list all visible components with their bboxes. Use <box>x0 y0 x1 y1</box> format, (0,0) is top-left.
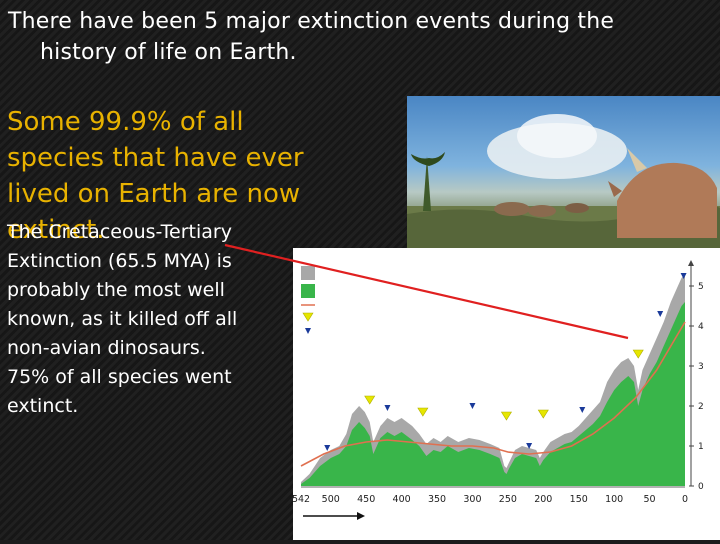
y-tick-label: 3 <box>698 362 704 372</box>
body-line: 75% of all species went <box>7 366 232 388</box>
time-direction-arrowhead <box>357 512 365 520</box>
body-line: non-avian dinosaurs. <box>7 337 206 359</box>
major-extinction-marker <box>632 349 644 359</box>
x-tick-label: 200 <box>534 494 552 505</box>
body-line: known, as it killed off all <box>7 308 238 330</box>
minor-extinction-marker <box>324 445 331 451</box>
minor-extinction-marker <box>579 407 586 413</box>
trend-line <box>300 321 686 467</box>
x-tick-label: 100 <box>605 494 623 505</box>
body-line: The Cretaceous-Tertiary <box>7 221 232 243</box>
x-tick-label: 450 <box>357 494 375 505</box>
legend-gray-swatch <box>301 266 315 280</box>
x-tick-label: 500 <box>322 494 340 505</box>
minor-extinction-marker <box>469 403 476 409</box>
x-tick-label: 400 <box>393 494 411 505</box>
headline-line: lived on Earth are now <box>7 179 301 209</box>
x-tick-label: 350 <box>428 494 446 505</box>
major-extinction-marker <box>537 409 549 419</box>
legend-minor-marker <box>305 328 311 334</box>
y-tick-label: 2 <box>698 402 704 412</box>
major-extinction-marker <box>500 411 513 421</box>
extinction-diversity-chart: 0 1 2 3 4 5 542 500 450 400 350 300 250 200 150 100 50 0 <box>292 248 720 540</box>
headline-line: extinct. <box>7 215 105 245</box>
y-tick-label: 5 <box>698 282 704 292</box>
x-tick-label: 300 <box>463 494 481 505</box>
minor-extinction-marker <box>657 311 664 317</box>
minor-extinction-marker <box>384 405 391 411</box>
kt-extinction-text: The Cretaceous-Tertiary Extinction (65.5… <box>7 218 307 421</box>
x-tick-label: 50 <box>644 494 656 505</box>
extinction-headline: Some 99.9% of all species that have ever… <box>7 104 337 248</box>
title-line-1: There have been 5 major extinction event… <box>8 9 615 34</box>
major-extinction-marker <box>417 407 429 417</box>
minor-extinction-marker <box>526 443 533 449</box>
y-tick-label: 0 <box>698 482 704 492</box>
title-line-2: history of life on Earth. <box>40 40 297 65</box>
major-extinction-marker <box>364 395 376 405</box>
callout-arrow-line <box>224 243 629 340</box>
minor-extinction-marker <box>680 273 687 279</box>
dinosaur-impact-photo <box>407 96 720 251</box>
y-tick-label: 1 <box>698 442 704 452</box>
body-line: Extinction (65.5 MYA) is <box>7 250 232 272</box>
slide-title: There have been 5 major extinction event… <box>8 6 708 68</box>
green-area-series <box>301 302 685 486</box>
legend-green-swatch <box>301 284 315 298</box>
x-tick-label: 542 <box>293 494 310 505</box>
x-tick-label: 0 <box>682 494 688 505</box>
x-tick-label: 150 <box>570 494 588 505</box>
x-tick-label: 250 <box>499 494 517 505</box>
body-line: extinct. <box>7 395 79 417</box>
headline-line: species that have ever <box>7 143 304 173</box>
y-tick-label: 4 <box>698 322 704 332</box>
legend-major-marker <box>302 312 314 322</box>
body-line: probably the most well <box>7 279 225 301</box>
y-axis-arrowhead <box>688 260 694 266</box>
headline-line: Some 99.9% of all <box>7 107 244 137</box>
